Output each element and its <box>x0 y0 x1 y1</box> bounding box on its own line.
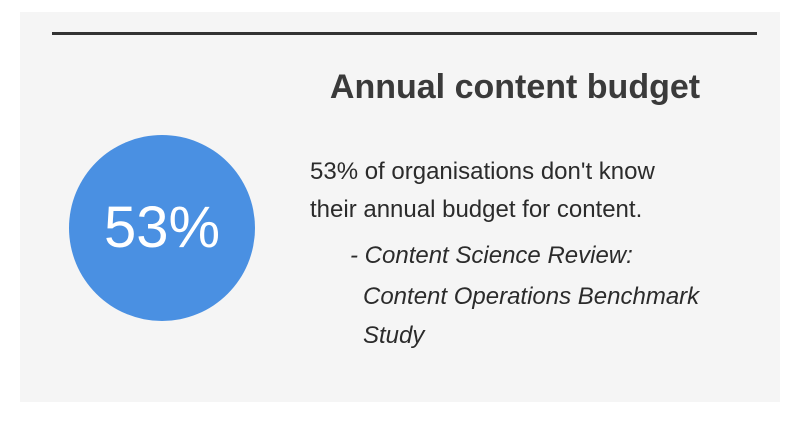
card-title: Annual content budget <box>329 68 701 106</box>
citation-line: Content Operations Benchmark <box>363 283 700 310</box>
stat-circle <box>69 135 255 321</box>
body-line: their annual budget for content. <box>310 196 643 223</box>
top-rule <box>52 32 757 35</box>
body-line: 53% of organisations don't know <box>310 158 655 185</box>
stat-value: 53% <box>103 195 221 260</box>
citation-line: - Content Science Review: <box>350 242 633 269</box>
citation-line: Study <box>363 322 425 349</box>
